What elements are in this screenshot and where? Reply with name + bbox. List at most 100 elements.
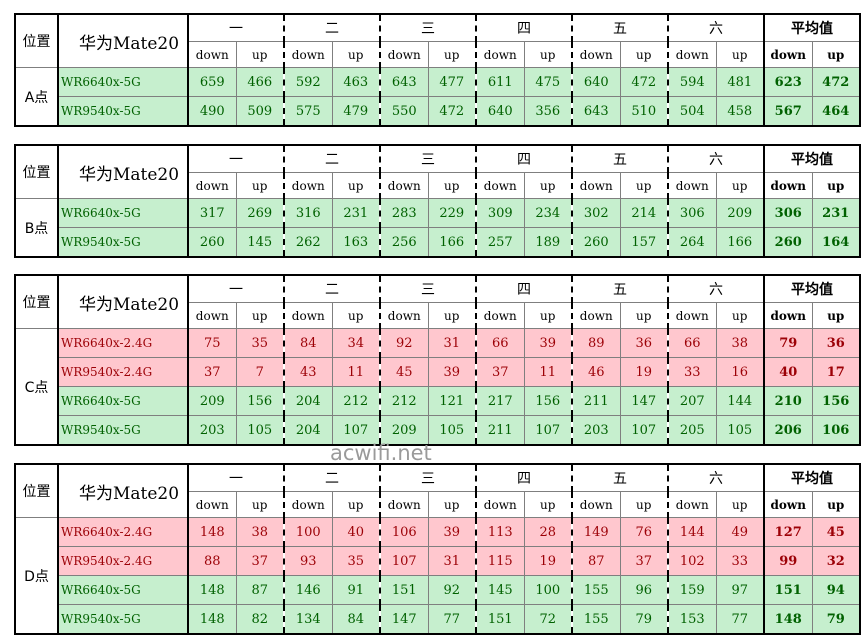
down-value: 640 — [475, 96, 525, 127]
day-header: 五 — [571, 144, 669, 173]
down-subheader: down — [283, 41, 333, 68]
table-row: D点 WR6640x-2.4G 148 38 100 40 106 39 113 28 149 76 1… — [14, 517, 861, 635]
model-name: WR6640x-5G — [57, 386, 189, 416]
down-value: 207 — [667, 386, 717, 416]
up-value: 36 — [619, 328, 669, 358]
day-header: 三 — [379, 144, 477, 173]
up-subheader: up — [715, 302, 765, 329]
down-value: 659 — [187, 67, 237, 97]
avg-up-value: 79 — [811, 604, 861, 635]
phone-header: 华为Mate20 — [57, 274, 189, 329]
day-header: 二 — [283, 13, 381, 42]
down-value: 203 — [571, 415, 621, 446]
table-row: WR9540x-5G 260 145 262 163 256 166 257 189 260 157… — [15, 227, 861, 258]
down-value: 209 — [187, 386, 237, 416]
up-value: 144 — [715, 386, 765, 416]
down-value: 155 — [571, 604, 621, 635]
down-value: 260 — [571, 227, 621, 258]
down-value: 550 — [379, 96, 429, 127]
table-row: WR9540x-5G 490 509 575 479 550 472 640 356 643 510… — [15, 96, 861, 127]
down-subheader: down — [571, 302, 621, 329]
down-subheader: down — [379, 172, 429, 199]
up-value: 472 — [619, 67, 669, 97]
average-header: 平均值 — [763, 144, 861, 173]
up-value: 189 — [523, 227, 573, 258]
up-subheader: up — [427, 41, 477, 68]
results-table: 位置 华为Mate20 一二三四五六平均值 down up down up down up dow… — [14, 13, 861, 127]
position-header: 位置 — [14, 274, 59, 329]
down-value: 302 — [571, 198, 621, 228]
up-value: 475 — [523, 67, 573, 97]
up-value: 477 — [427, 67, 477, 97]
up-value: 16 — [715, 357, 765, 387]
day-header: 六 — [667, 13, 765, 42]
up-value: 7 — [235, 357, 285, 387]
results-table: 位置 华为Mate20 一二三四五六平均值 down up down up down up dow… — [14, 144, 861, 258]
down-subheader: down — [283, 302, 333, 329]
down-value: 211 — [571, 386, 621, 416]
up-subheader: up — [523, 302, 573, 329]
avg-down-subheader: down — [763, 302, 813, 329]
up-value: 84 — [331, 604, 381, 635]
up-subheader: up — [523, 491, 573, 518]
down-value: 84 — [283, 328, 333, 358]
avg-up-subheader: up — [811, 172, 861, 199]
subheader-row: down up down up down up down up down up down up down… — [15, 302, 861, 329]
up-value: 107 — [523, 415, 573, 446]
down-value: 490 — [187, 96, 237, 127]
down-value: 149 — [571, 517, 621, 547]
watermark: acwifi.net — [330, 441, 432, 465]
down-value: 37 — [475, 357, 525, 387]
up-subheader: up — [427, 302, 477, 329]
down-value: 309 — [475, 198, 525, 228]
table-row: A点 WR6640x-5G 659 466 592 463 643 477 611 475 640 4… — [14, 67, 861, 127]
up-value: 269 — [235, 198, 285, 228]
down-value: 317 — [187, 198, 237, 228]
day-header: 四 — [475, 144, 573, 173]
down-subheader: down — [187, 302, 237, 329]
model-name: WR6640x-2.4G — [57, 328, 189, 358]
down-value: 147 — [379, 604, 429, 635]
day-header: 六 — [667, 274, 765, 303]
results-table: 位置 华为Mate20 一二三四五六平均值 down up down up down up dow… — [14, 274, 861, 446]
down-value: 134 — [283, 604, 333, 635]
table-row: WR9540x-2.4G 37 7 43 11 45 39 37 11 46 19 33 16 40 17 — [15, 357, 861, 387]
down-value: 316 — [283, 198, 333, 228]
up-value: 156 — [523, 386, 573, 416]
down-value: 212 — [379, 386, 429, 416]
position-label: A点 — [14, 67, 59, 127]
up-value: 231 — [331, 198, 381, 228]
table-row: WR9540x-5G 148 82 134 84 147 77 151 72 155 79 153 77… — [15, 604, 861, 635]
down-value: 43 — [283, 357, 333, 387]
header-row: 位置 华为Mate20 一二三四五六平均值 — [14, 144, 861, 199]
day-header: 五 — [571, 463, 669, 492]
up-subheader: up — [619, 172, 669, 199]
down-subheader: down — [379, 491, 429, 518]
up-value: 509 — [235, 96, 285, 127]
up-value: 77 — [715, 604, 765, 635]
down-value: 144 — [667, 517, 717, 547]
up-value: 147 — [619, 386, 669, 416]
down-value: 256 — [379, 227, 429, 258]
header-row: 位置 华为Mate20 一二三四五六平均值 — [14, 274, 861, 329]
up-subheader: up — [235, 41, 285, 68]
day-header: 二 — [283, 144, 381, 173]
avg-down-value: 623 — [763, 67, 813, 97]
model-name: WR6640x-2.4G — [57, 517, 189, 547]
day-header: 四 — [475, 13, 573, 42]
down-value: 159 — [667, 575, 717, 605]
down-subheader: down — [187, 41, 237, 68]
up-subheader: up — [331, 491, 381, 518]
up-value: 40 — [331, 517, 381, 547]
up-value: 49 — [715, 517, 765, 547]
average-header: 平均值 — [763, 463, 861, 492]
up-value: 214 — [619, 198, 669, 228]
up-value: 157 — [619, 227, 669, 258]
up-value: 229 — [427, 198, 477, 228]
phone-header: 华为Mate20 — [57, 144, 189, 199]
down-value: 155 — [571, 575, 621, 605]
avg-up-value: 32 — [811, 546, 861, 576]
up-subheader: up — [235, 172, 285, 199]
up-value: 76 — [619, 517, 669, 547]
up-value: 209 — [715, 198, 765, 228]
